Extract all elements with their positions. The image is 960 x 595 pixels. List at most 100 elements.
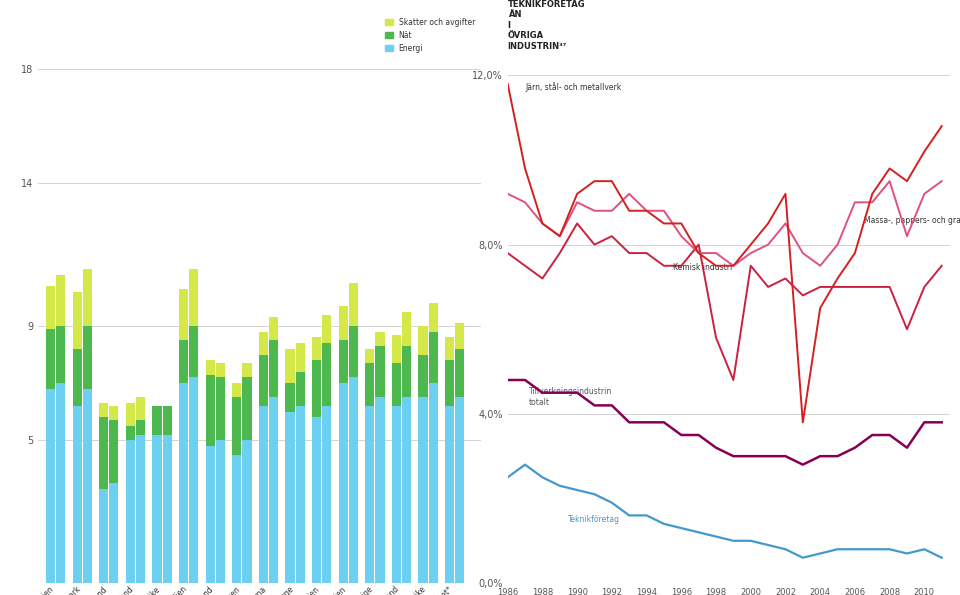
Bar [153,406,161,434]
Bar [232,397,241,455]
Bar [162,406,172,434]
Text: ENERGIKOSTNADERNA UTGÖR EN MINDRE ANDEL I TEKNIKFÖRETAG ÄN I ÖVRIGA INDUSTRIN³⁷: ENERGIKOSTNADERNA UTGÖR EN MINDRE ANDEL … [508,0,613,51]
Bar [428,332,438,383]
Legend: Skatter och avgifter, Nät, Energi: Skatter och avgifter, Nät, Energi [383,15,477,55]
Bar [46,286,55,329]
Bar [83,269,92,326]
Bar [269,397,278,583]
Bar [455,323,465,349]
Bar [296,343,304,372]
Text: Tillverkningsindustrin
totalt: Tillverkningsindustrin totalt [529,387,612,408]
Bar [323,406,331,583]
Bar [56,383,65,583]
Bar [375,332,385,346]
Bar [296,406,304,583]
Bar [179,340,188,383]
Bar [109,406,118,420]
Bar [285,412,295,583]
Bar [126,440,135,583]
Bar [312,361,322,418]
Bar [73,349,82,406]
Bar [136,420,145,434]
Bar [242,363,252,377]
Bar [348,326,358,377]
Bar [83,326,92,389]
Bar [205,375,215,446]
Bar [323,343,331,406]
Bar [136,397,145,420]
Bar [73,406,82,583]
Bar [402,397,411,583]
Bar [392,406,401,583]
Bar [455,349,465,397]
Bar [428,303,438,332]
Bar [296,372,304,406]
Bar [269,340,278,397]
Bar [136,434,145,583]
Bar [205,446,215,583]
Bar [312,337,322,361]
Bar [99,418,108,489]
Text: Massa-, pappers- och grafisk industri: Massa-, pappers- och grafisk industri [864,217,960,226]
Bar [126,426,135,440]
Text: Teknikföretag: Teknikföretag [568,515,620,524]
Bar [216,377,225,440]
Bar [375,397,385,583]
Bar [126,403,135,426]
Bar [392,334,401,363]
Bar [323,315,331,343]
Bar [242,440,252,583]
Bar [259,406,268,583]
Bar [365,363,374,406]
Bar [365,406,374,583]
Bar [99,489,108,583]
Bar [46,329,55,389]
Bar [312,418,322,583]
Bar [402,346,411,397]
Bar [365,349,374,363]
Bar [428,383,438,583]
Bar [56,326,65,383]
Bar [216,363,225,377]
Bar [375,346,385,397]
Bar [189,377,199,583]
Text: Kemisk industri: Kemisk industri [673,263,732,272]
Bar [205,361,215,375]
Bar [73,292,82,349]
Bar [83,389,92,583]
Bar [348,377,358,583]
Bar [153,434,161,583]
Bar [109,420,118,483]
Bar [56,275,65,326]
Bar [419,326,427,355]
Bar [445,337,454,361]
Bar [99,403,108,418]
Bar [109,483,118,583]
Bar [162,434,172,583]
Bar [455,397,465,583]
Bar [232,383,241,397]
Bar [216,440,225,583]
Bar [179,383,188,583]
Bar [348,283,358,326]
Bar [419,355,427,397]
Bar [189,326,199,377]
Bar [445,406,454,583]
Bar [46,389,55,583]
Bar [419,397,427,583]
Bar [242,377,252,440]
Bar [402,312,411,346]
Text: Järn, stål- och metallverk: Järn, stål- och metallverk [525,83,621,92]
Bar [339,383,348,583]
Bar [189,269,199,326]
Bar [339,306,348,340]
Bar [232,455,241,583]
Bar [285,383,295,412]
Bar [259,332,268,355]
Bar [339,340,348,383]
Bar [392,363,401,406]
Bar [259,355,268,406]
Bar [179,289,188,340]
Bar [269,318,278,340]
Bar [285,349,295,383]
